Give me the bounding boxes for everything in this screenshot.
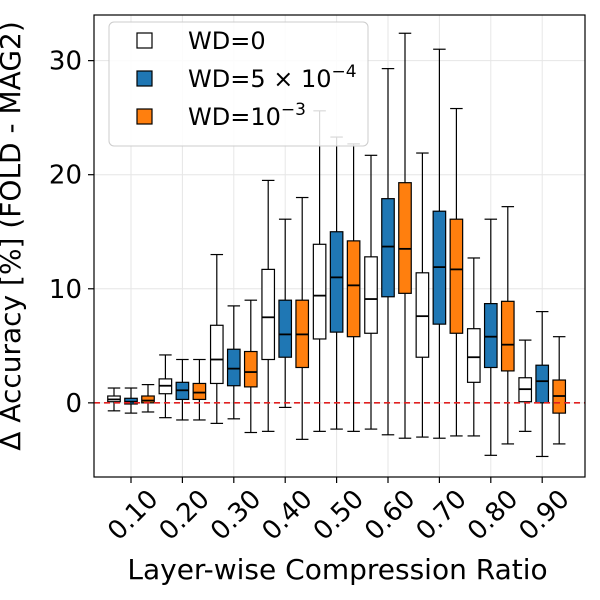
box-0.60-series-2 [398, 32, 412, 439]
iqr-box [466, 328, 481, 383]
iqr-box [483, 303, 498, 369]
x-tick-label: 0.50 [308, 484, 370, 546]
box-0.40-series-1 [278, 218, 293, 409]
box-0.70-series-2 [449, 107, 464, 437]
box-0.80-series-0 [466, 257, 481, 437]
box-0.90-series-2 [552, 336, 567, 445]
plot-frame [93, 14, 586, 478]
box-0.60-series-0 [364, 154, 378, 430]
legend-label-exponent: −3 [281, 100, 306, 120]
y-axis-ticks: 0 10 20 30 [49, 47, 94, 419]
legend-swatch-1 [136, 70, 153, 87]
iqr-box [209, 324, 224, 385]
x-tick-label: 0.70 [411, 484, 473, 546]
legend: WD=0 WD=5 × 10−4 WD=10−3 [108, 21, 369, 147]
box-0.90-series-0 [518, 339, 533, 432]
box-0.30-series-2 [243, 299, 258, 434]
y-axis-label: Δ Accuracy [%] (FOLD - MAG2) [0, 21, 27, 451]
x-tick-label: 0.10 [102, 484, 164, 546]
legend-box [108, 21, 369, 147]
x-axis-label: Layer-wise Compression Ratio [127, 553, 547, 586]
legend-label-main: WD=10 [188, 103, 281, 131]
iqr-box [329, 231, 344, 333]
legend-swatch-0 [136, 32, 153, 49]
box-0.40-series-0 [261, 179, 276, 432]
box-0.20-series-2 [192, 358, 207, 421]
legend-label-exponent: −4 [332, 62, 357, 82]
box-0.80-series-1 [483, 218, 498, 456]
box-plots [107, 32, 567, 458]
iqr-box [415, 272, 430, 358]
iqr-box [346, 240, 361, 338]
legend-label-0: WD=0 [188, 27, 266, 55]
x-axis-ticks: 0.100.200.300.400.500.600.700.800.90 [102, 477, 576, 546]
iqr-box [192, 382, 207, 401]
legend-label-2: WD=10−3 [188, 100, 306, 131]
box-0.80-series-2 [500, 206, 515, 445]
box-0.90-series-1 [535, 310, 550, 458]
iqr-box [500, 300, 515, 372]
legend-swatch-2 [136, 108, 153, 125]
box-0.40-series-2 [295, 196, 310, 440]
box-0.30-series-0 [209, 253, 224, 424]
y-tick-label: 30 [49, 47, 82, 77]
x-tick-label: 0.30 [205, 484, 267, 546]
box-0.50-series-1 [329, 136, 344, 430]
x-tick-label: 0.20 [154, 484, 216, 546]
y-tick-label: 0 [65, 389, 82, 419]
box-0.20-series-0 [158, 354, 173, 419]
box-0.70-series-0 [415, 152, 430, 438]
box-0.50-series-2 [346, 143, 361, 432]
box-0.60-series-1 [381, 68, 395, 436]
box-0.70-series-1 [432, 48, 447, 439]
iqr-box [398, 182, 412, 294]
x-tick-label: 0.80 [462, 484, 524, 546]
iqr-box [312, 243, 327, 340]
iqr-box [364, 256, 378, 334]
box-0.10-series-1 [124, 387, 138, 414]
iqr-box [261, 268, 276, 361]
x-tick-label: 0.90 [513, 484, 575, 546]
box-0.10-series-0 [107, 387, 121, 412]
legend-label-1: WD=5 × 10−4 [188, 62, 357, 93]
x-tick-label: 0.40 [256, 484, 318, 546]
box-0.20-series-1 [175, 358, 190, 421]
x-tick-label: 0.60 [359, 484, 421, 546]
iqr-box [535, 364, 550, 404]
box-0.50-series-0 [312, 110, 327, 432]
iqr-box [381, 198, 395, 298]
y-tick-label: 20 [49, 161, 82, 191]
iqr-box [278, 299, 293, 358]
box-0.10-series-2 [141, 384, 155, 413]
box-0.30-series-1 [226, 305, 241, 420]
iqr-box [141, 395, 155, 404]
iqr-box [243, 350, 258, 388]
y-tick-label: 10 [49, 275, 82, 305]
iqr-box [449, 218, 464, 334]
iqr-box [226, 348, 241, 387]
legend-label-main: WD=0 [188, 27, 266, 55]
legend-label-main: WD=5 × 10 [188, 65, 332, 93]
